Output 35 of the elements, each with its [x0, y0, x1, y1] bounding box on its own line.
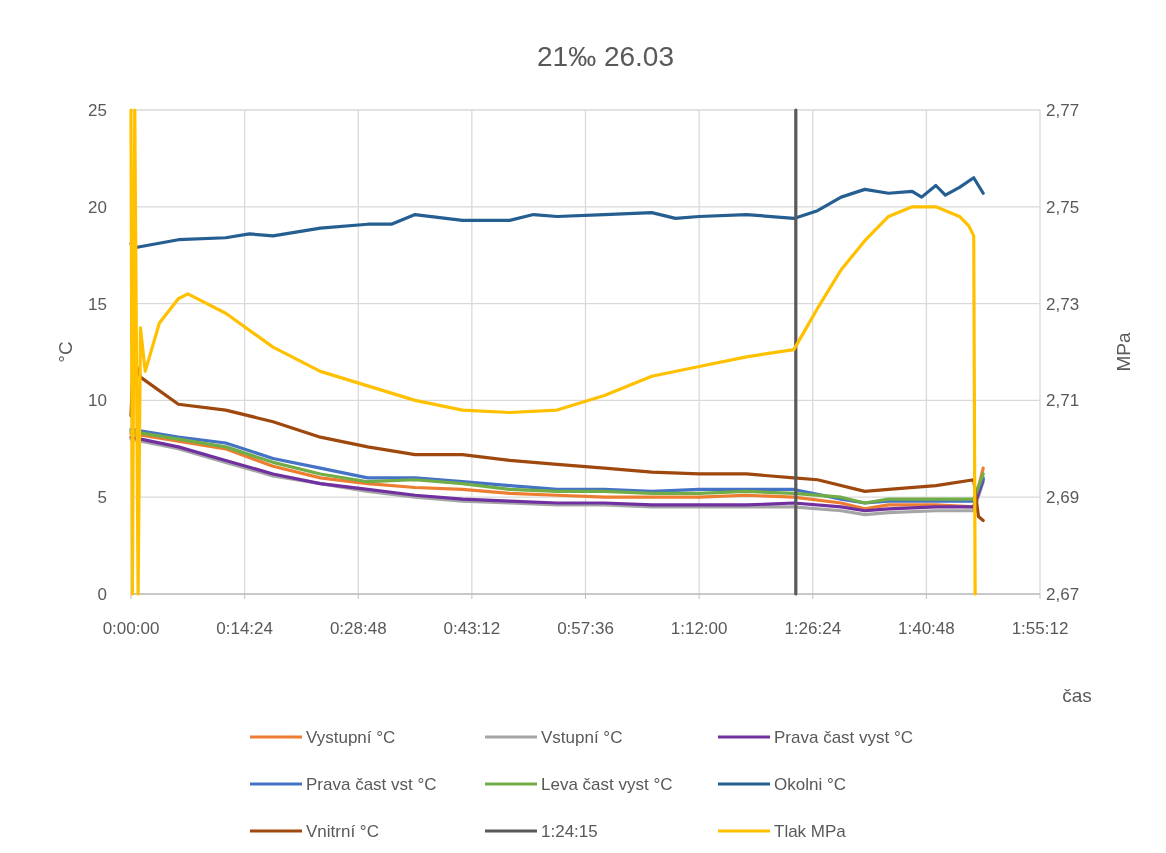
line-series: [129, 176, 985, 250]
x-tick-label: 1:26:24: [784, 619, 842, 638]
legend-label: Prava čast vyst °C: [774, 728, 914, 747]
x-tick-label: 1:55:12: [1011, 619, 1069, 638]
x-tick-label: 1:12:00: [670, 619, 728, 638]
legend-label: Tlak MPa: [774, 822, 847, 841]
legend-label: Prava čast vst °C: [306, 775, 437, 794]
legend-label: Vnitrní °C: [306, 822, 379, 841]
chart-title: 21‰ 26.03: [537, 41, 674, 72]
y2-tick-label: 2,71: [1046, 391, 1080, 411]
legend-label: 1:24:15: [541, 822, 598, 841]
y2-tick-label: 2,69: [1046, 488, 1080, 508]
x-axis-title: čas: [1062, 685, 1092, 706]
legend-label: Vystupní °C: [306, 728, 396, 747]
y-tick-label: 0: [97, 585, 107, 604]
y-axis-title: °C: [55, 341, 76, 363]
y2-tick-label: 2,75: [1046, 197, 1080, 217]
y2-tick-label: 2,73: [1046, 294, 1080, 314]
x-tick-label: 0:28:48: [329, 619, 387, 638]
x-tick-label: 0:00:00: [102, 619, 160, 638]
x-tick-label: 1:40:48: [898, 619, 955, 638]
y-tick-label: 5: [97, 488, 107, 508]
y-tick-label: 10: [88, 391, 107, 411]
y-tick-label: 25: [88, 101, 107, 120]
y2-tick-label: 2,77: [1046, 101, 1080, 120]
legend-label: Leva čast vyst °C: [541, 775, 673, 794]
legend-label: Vstupní °C: [541, 728, 623, 747]
x-tick-label: 0:14:24: [216, 619, 273, 638]
y2-tick-label: 2,67: [1046, 585, 1080, 604]
y2-axis-title: MPa: [1113, 332, 1134, 372]
x-tick-label: 0:57:36: [557, 619, 614, 638]
y-tick-label: 20: [88, 197, 107, 217]
x-tick-label: 0:43:12: [443, 619, 501, 638]
legend-label: Okolni °C: [774, 775, 846, 794]
y-tick-label: 15: [88, 294, 107, 314]
